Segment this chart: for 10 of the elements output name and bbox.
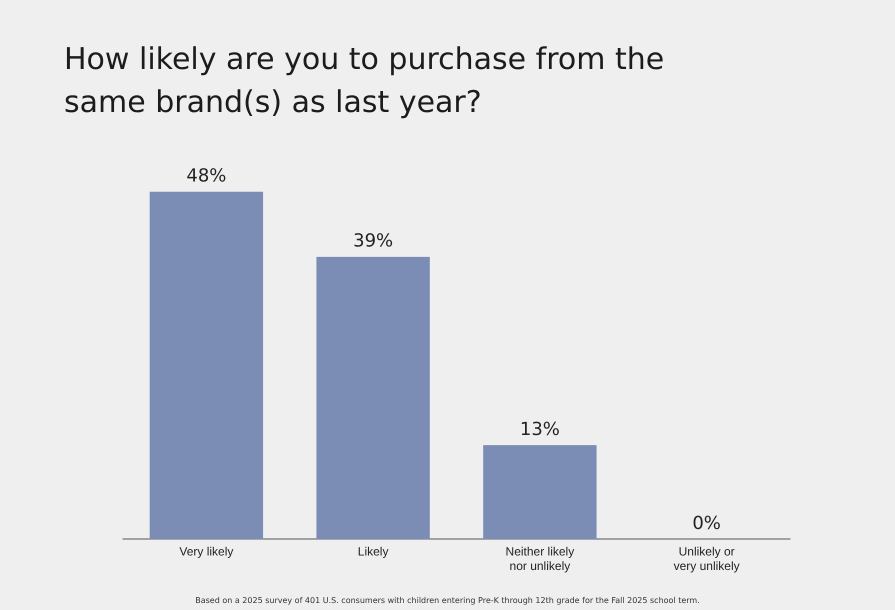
data-label: 13% [520, 418, 560, 440]
x-tick-label: Very likely [179, 544, 234, 559]
data-label: 39% [353, 230, 394, 252]
x-tick-label: Neither likely nor unlikely [506, 544, 574, 574]
text: Based on a 2025 survey of 401 U.S. consumers with children entering Pre-K through 12th grade for the Fall 2025 school term. [194, 596, 701, 605]
chart-title: How likely are you to purchase from the same brand(s) as last year? [64, 41, 666, 122]
data-label: 48% [186, 165, 226, 186]
x-tick-label: Unlikely or very unlikely [674, 544, 740, 574]
data-label: 0% [692, 512, 721, 534]
x-tick-label: Likely [358, 544, 388, 559]
